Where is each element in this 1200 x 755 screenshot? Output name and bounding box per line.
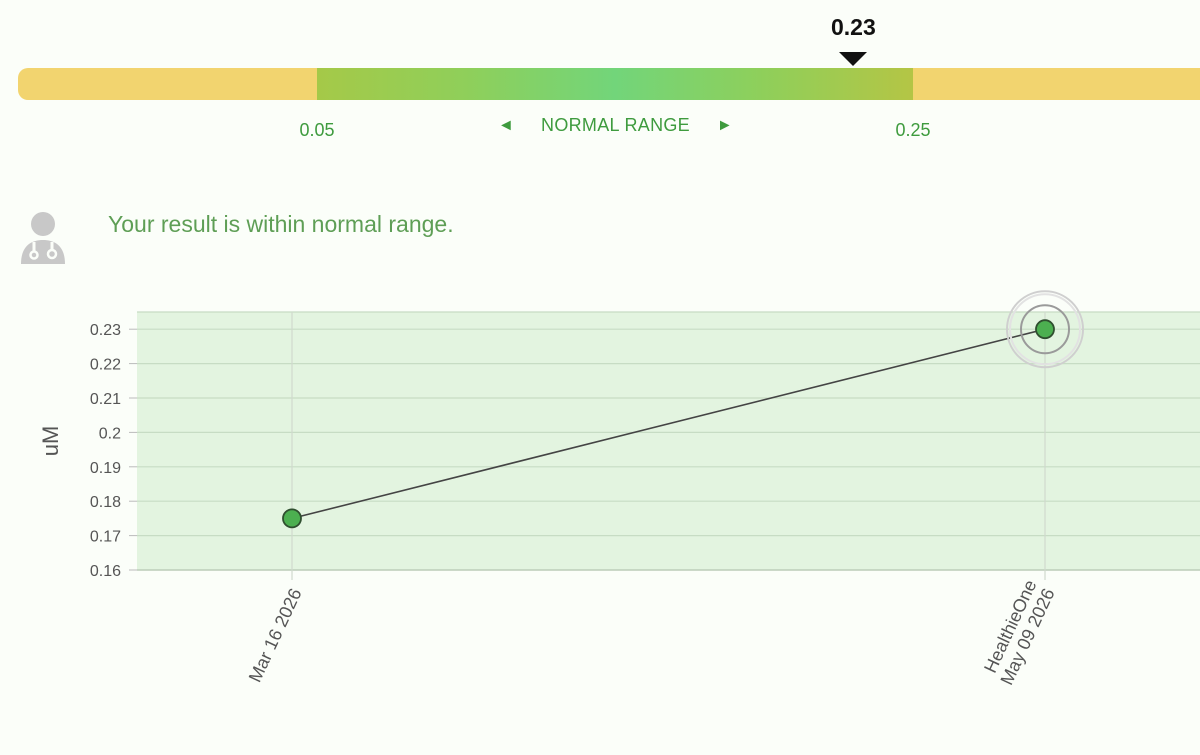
current-value-label: 0.23 <box>831 14 876 40</box>
highlight-ring-inner <box>1020 304 1070 355</box>
result-message: Your result is within normal range. <box>108 211 454 237</box>
data-point <box>282 508 302 529</box>
normal-range-text: NORMAL RANGE <box>541 115 690 135</box>
normal-range-caption: ◄ NORMAL RANGE ► <box>498 115 733 136</box>
y-tick-label: 0.19 <box>90 460 121 477</box>
series-line <box>291 328 1046 520</box>
y-tick-label: 0.18 <box>90 494 121 511</box>
normal-range-segment <box>317 68 913 100</box>
y-tick-label: 0.22 <box>90 357 121 374</box>
normal-high-label: 0.25 <box>895 120 931 140</box>
y-tick-label: 0.23 <box>90 322 121 339</box>
data-point <box>1035 319 1055 340</box>
y-tick-label: 0.2 <box>99 425 121 442</box>
x-tick-label: Mar 16 2026 <box>245 585 306 685</box>
doctor-icon <box>21 212 65 264</box>
plot-background <box>137 312 1200 570</box>
left-arrow-icon: ◄ <box>498 116 515 134</box>
normal-low-label: 0.05 <box>299 120 335 140</box>
highlight-ring-outer <box>1006 290 1084 369</box>
y-axis-title: uM <box>38 426 63 457</box>
highlight-ring-outer-inner <box>1009 293 1081 366</box>
y-tick-label: 0.21 <box>90 391 121 408</box>
result-history-chart: 0.16 0.17 0.18 0.19 0.2 0.21 0.22 0.23 Mar 16 20… <box>38 290 1200 688</box>
current-value-marker <box>839 52 868 66</box>
y-tick-label: 0.17 <box>90 529 121 546</box>
x-tick-label: HealthieOneMay 09 2026 <box>978 577 1058 688</box>
right-arrow-icon: ► <box>716 116 733 134</box>
range-bar-track <box>18 68 1200 100</box>
y-tick-label: 0.16 <box>90 563 121 580</box>
